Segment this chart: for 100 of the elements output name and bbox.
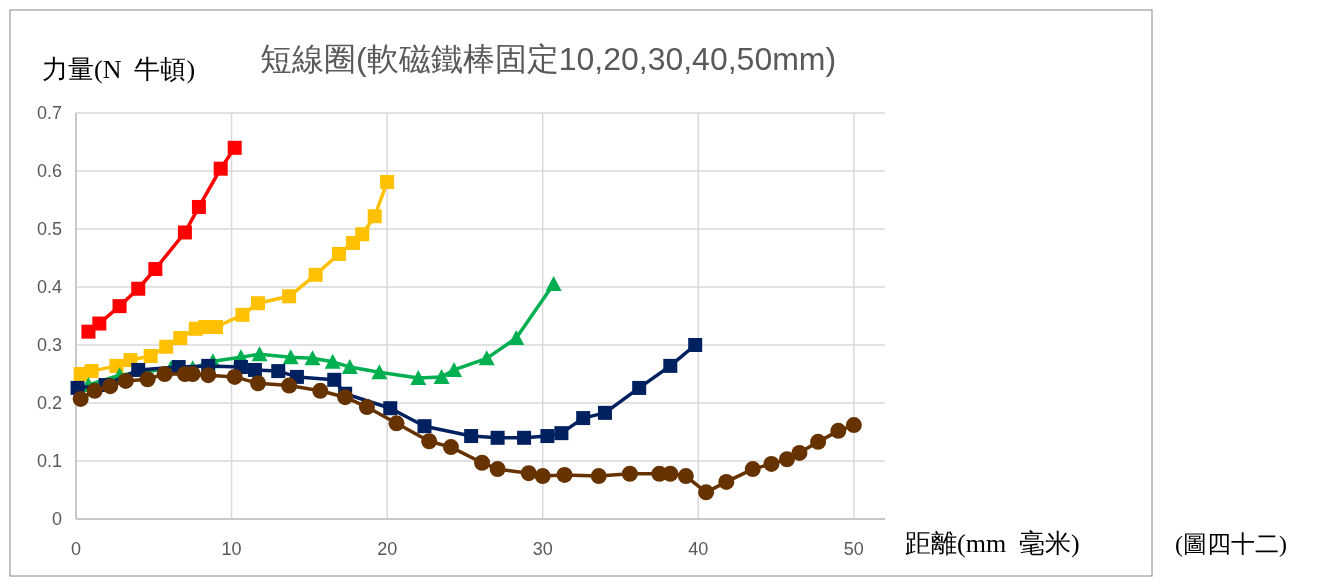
point <box>478 350 495 366</box>
point <box>388 415 405 432</box>
point <box>271 364 286 379</box>
point <box>355 227 370 242</box>
point <box>677 468 694 485</box>
point <box>662 465 679 482</box>
point <box>156 366 173 382</box>
point <box>597 405 612 420</box>
point <box>383 401 398 416</box>
y-axis-title: 力量(N 牛頓) <box>42 55 196 84</box>
point <box>554 426 569 441</box>
point <box>281 377 298 394</box>
x-tick-label: 30 <box>532 539 553 559</box>
point <box>464 429 479 444</box>
point <box>341 359 358 375</box>
point <box>173 331 188 346</box>
point <box>520 465 537 482</box>
point <box>763 455 780 472</box>
point <box>417 419 432 434</box>
point <box>200 367 217 384</box>
point <box>235 307 250 322</box>
point <box>177 225 192 240</box>
chart-title: 短線圈(軟磁鐵棒固定10,20,30,40,50mm) <box>260 41 837 77</box>
point <box>632 380 647 395</box>
point <box>489 461 506 478</box>
point <box>556 466 573 483</box>
point <box>227 140 242 155</box>
point <box>367 209 382 224</box>
point <box>312 382 329 399</box>
y-tick-label: 0.3 <box>36 335 62 355</box>
y-tick-label: 0.1 <box>36 451 62 471</box>
x-tick-label: 50 <box>843 539 864 559</box>
point <box>86 382 103 399</box>
y-tick-label: 0.5 <box>36 219 62 239</box>
y-tick-label: 0 <box>51 509 62 529</box>
point <box>791 444 808 461</box>
x-tick-label: 40 <box>688 539 709 559</box>
point <box>143 349 158 364</box>
point <box>92 316 107 331</box>
point <box>337 389 354 406</box>
point <box>250 375 267 392</box>
x-tick-label: 0 <box>70 539 82 559</box>
point <box>380 175 395 190</box>
point <box>490 430 505 445</box>
point <box>545 276 562 292</box>
point <box>102 378 119 395</box>
y-tick-label: 0.6 <box>36 161 62 181</box>
point <box>358 399 375 416</box>
point <box>778 451 795 468</box>
point <box>251 296 266 311</box>
point <box>845 417 862 434</box>
y-tick-label: 0.2 <box>36 393 62 413</box>
point <box>830 422 847 439</box>
point <box>159 339 174 354</box>
point <box>139 371 156 388</box>
point <box>442 439 459 456</box>
point <box>410 370 427 386</box>
point <box>109 358 124 373</box>
point <box>81 324 96 339</box>
point <box>421 433 438 450</box>
point <box>698 484 715 501</box>
point <box>517 430 532 445</box>
x-axis-title: 距離(mm 毫米) <box>905 529 1080 558</box>
point <box>534 468 551 485</box>
point <box>247 362 262 377</box>
point <box>576 411 591 426</box>
point <box>446 361 463 377</box>
point <box>327 372 342 387</box>
point <box>474 454 491 471</box>
point <box>148 262 163 277</box>
point <box>282 289 297 304</box>
point <box>84 364 99 379</box>
y-tick-label: 0.7 <box>36 103 62 123</box>
point <box>191 199 206 214</box>
point <box>304 350 321 366</box>
point <box>508 330 525 346</box>
point <box>72 390 89 407</box>
point <box>331 246 346 261</box>
point <box>131 281 146 296</box>
point <box>718 473 735 490</box>
point <box>117 372 134 389</box>
x-tick-label: 20 <box>377 539 398 559</box>
point <box>226 368 243 385</box>
point <box>324 353 341 369</box>
point <box>744 461 761 478</box>
point <box>810 433 827 450</box>
point <box>282 349 299 365</box>
point <box>590 468 607 485</box>
point <box>433 368 450 384</box>
point <box>688 338 703 352</box>
text: (圖四十二) <box>1175 531 1287 557</box>
point <box>371 364 388 380</box>
point <box>213 161 228 176</box>
y-tick-label: 0.4 <box>36 277 62 297</box>
x-tick-label: 10 <box>221 539 242 559</box>
point <box>308 267 323 282</box>
point <box>251 346 268 362</box>
point <box>621 465 638 482</box>
point <box>540 429 555 444</box>
point <box>112 299 127 314</box>
